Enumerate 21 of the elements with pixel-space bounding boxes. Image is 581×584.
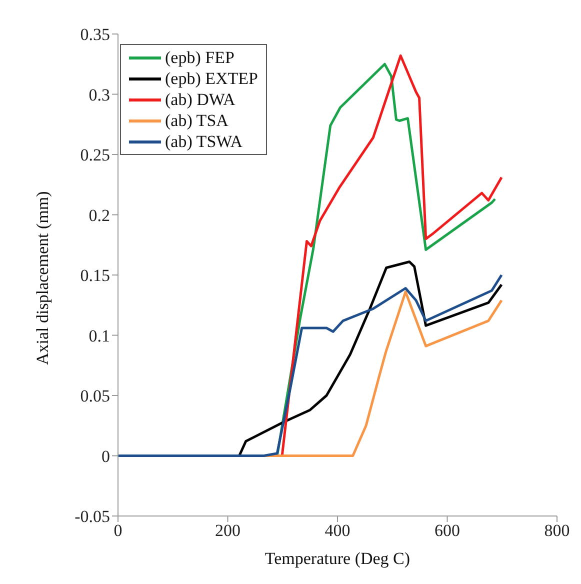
y-tick-label: 0.15 — [80, 266, 110, 286]
y-tick-label: 0.3 — [88, 85, 110, 104]
x-tick-label: 800 — [544, 521, 570, 540]
y-tick-label: 0.25 — [80, 146, 110, 165]
y-axis-title: Axial displacement (mm) — [33, 191, 52, 365]
y-tick-label: 0.1 — [88, 326, 110, 346]
y-tick-label: 0 — [102, 446, 110, 466]
legend-label: (ab) TSWA — [165, 131, 243, 152]
x-tick-label: 0 — [114, 521, 122, 540]
legend-label: (epb) EXTEP — [165, 68, 258, 89]
legend-label: (epb) FEP — [165, 47, 234, 68]
legend-label: (ab) TSA — [165, 110, 228, 131]
x-tick-label: 600 — [434, 521, 460, 540]
x-tick-label: 400 — [324, 521, 350, 540]
y-tick-label: 0.05 — [80, 386, 110, 406]
x-tick-label: 200 — [215, 521, 240, 540]
y-tick-label: 0.35 — [80, 25, 110, 44]
y-tick-label: -0.05 — [74, 507, 110, 526]
legend-label: (ab) DWA — [165, 89, 236, 110]
y-tick-label: 0.2 — [88, 206, 110, 225]
x-axis-title: Temperature (Deg C) — [264, 549, 410, 568]
